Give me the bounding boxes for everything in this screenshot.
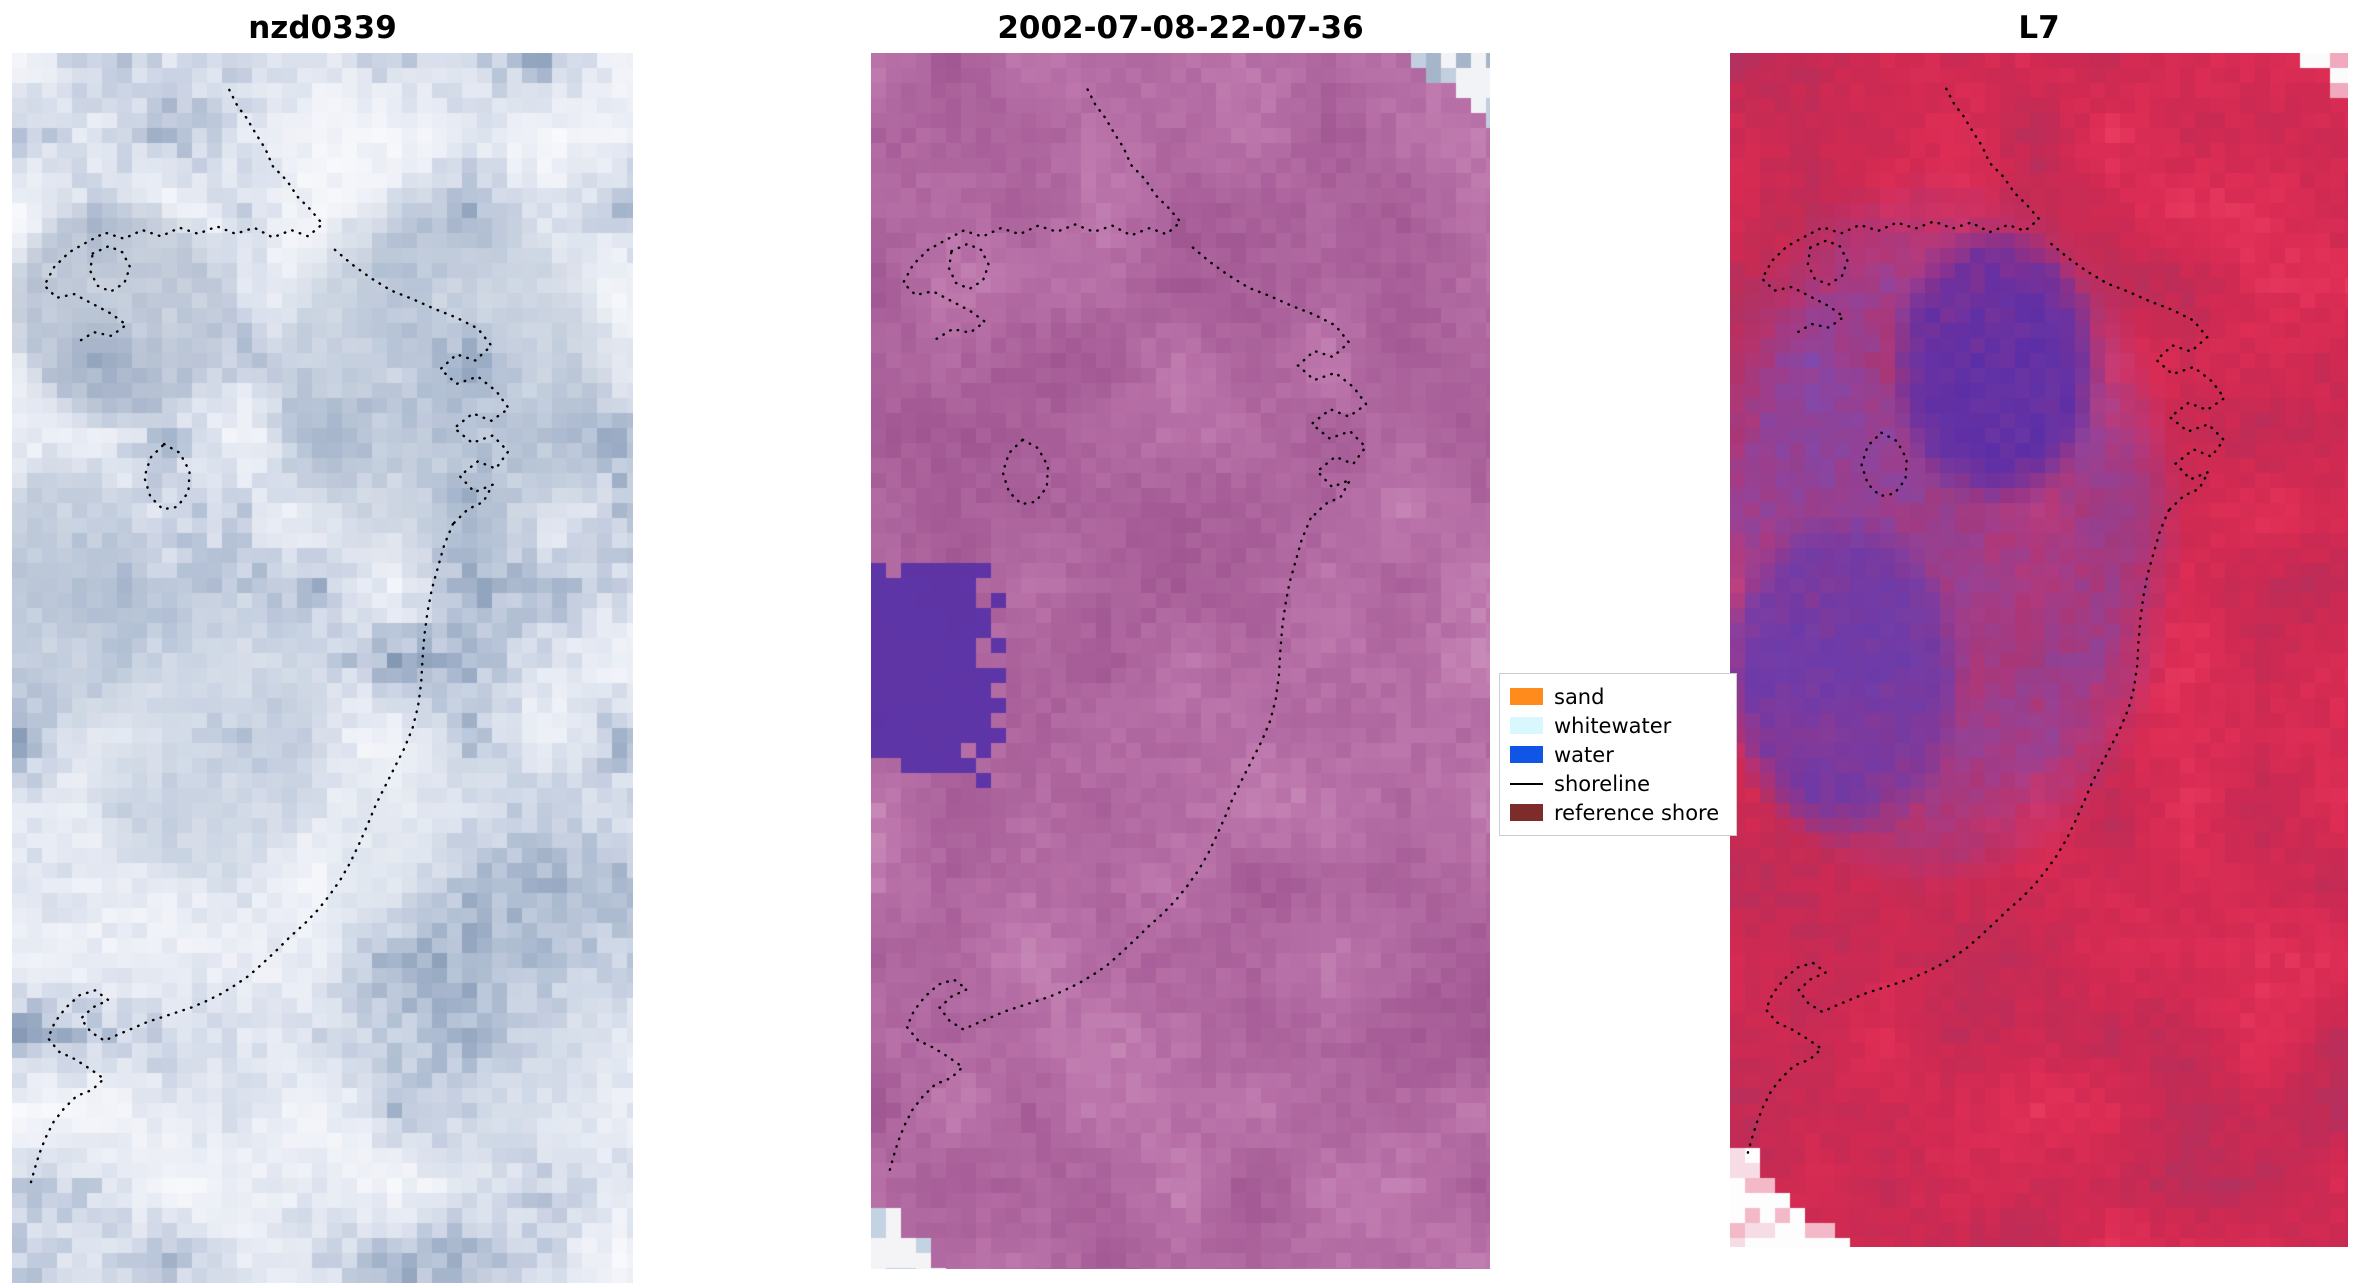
legend-item-shoreline: shoreline [1510, 769, 1736, 798]
panel-title-l7: L7 [2018, 10, 2060, 46]
legend-swatch-water [1510, 746, 1543, 763]
legend-label-reference-shore: reference shore [1554, 800, 1720, 825]
legend-label-whitewater: whitewater [1554, 713, 1672, 738]
legend: sand whitewater water shoreline reference sh… [1499, 673, 1737, 836]
legend-swatch-whitewater [1510, 717, 1543, 734]
legend-item-sand: sand [1510, 682, 1736, 711]
legend-label-water: water [1554, 742, 1614, 767]
legend-label-shoreline: shoreline [1554, 771, 1651, 796]
legend-item-water: water [1510, 740, 1736, 769]
satellite-panel-rgb [12, 53, 633, 1283]
legend-item-whitewater: whitewater [1510, 711, 1736, 740]
legend-item-reference-shore: reference shore [1510, 798, 1736, 827]
satellite-panel-l7 [1730, 53, 2348, 1247]
satellite-image-l7-canvas [1730, 53, 2348, 1247]
satellite-image-date-canvas [871, 53, 1490, 1269]
legend-swatch-reference-shore [1510, 804, 1543, 821]
legend-swatch-sand [1510, 688, 1543, 705]
panel-title-date: 2002-07-08-22-07-36 [997, 10, 1364, 46]
satellite-image-rgb-canvas [12, 53, 633, 1283]
legend-swatch-shoreline [1510, 782, 1543, 785]
legend-label-sand: sand [1554, 684, 1605, 709]
panel-title-rgb: nzd0339 [248, 10, 397, 46]
satellite-panel-date [871, 53, 1490, 1269]
